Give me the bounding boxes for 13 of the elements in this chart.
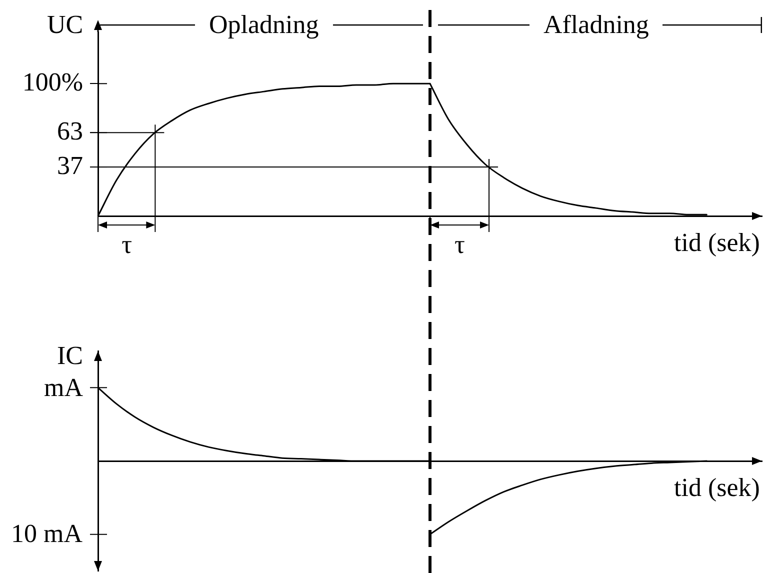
x-axis-title: tid (sek) — [674, 228, 760, 257]
annotation: Opladning — [209, 10, 319, 39]
text: τ — [122, 230, 132, 259]
text: 10 mA — [11, 519, 82, 548]
y-tick-label: 100% — [22, 67, 83, 96]
y-tick-label: 37 — [57, 150, 83, 180]
y-axis-title: UC — [47, 10, 84, 39]
y-tick-label: 63 — [57, 116, 83, 146]
text: τ — [454, 230, 465, 259]
x-axis-title: tid (sek) — [674, 473, 760, 502]
y-axis-title: IC — [57, 341, 83, 370]
annotation: Afladning — [544, 10, 649, 39]
text: mA — [44, 372, 83, 402]
